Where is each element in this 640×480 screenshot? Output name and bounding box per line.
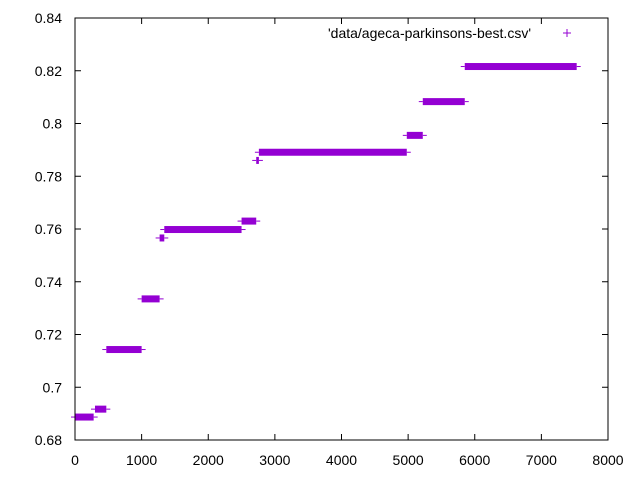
data-run-6 [237, 217, 261, 225]
x-tick-label: 1000 [126, 452, 157, 468]
axis-layer: 0 1000 2000 3000 4000 5000 6000 7000 8000 0.68 0.7… [35, 10, 624, 468]
data-run-band [241, 217, 257, 225]
x-tick-label: 8000 [592, 452, 623, 468]
data-run-band [75, 413, 94, 421]
y-tick-label: 0.76 [35, 221, 62, 237]
data-run-3 [137, 295, 164, 303]
x-tick-label: 7000 [526, 452, 557, 468]
x-tick-label: 4000 [326, 452, 357, 468]
data-run-band [464, 63, 577, 71]
x-tick-label: 3000 [259, 452, 290, 468]
y-tick-label: 0.78 [35, 168, 62, 184]
y-tick-label: 0.84 [35, 10, 62, 26]
data-run-band [258, 148, 407, 156]
y-tick-label: 0.72 [35, 327, 62, 343]
data-run-4 [155, 234, 169, 242]
y-tick-label: 0.68 [35, 432, 62, 448]
data-run-11 [460, 63, 581, 71]
data-run-band [256, 156, 259, 164]
legend: 'data/ageca-parkinsons-best.csv' [328, 25, 571, 41]
data-run-10 [418, 98, 469, 106]
data-run-band [159, 234, 165, 242]
data-run-2 [102, 346, 146, 354]
data-run-band [94, 405, 107, 413]
y-tick-label: 0.8 [43, 116, 63, 132]
data-run-band [106, 346, 142, 354]
data-run-band [406, 131, 423, 139]
x-tick-label: 6000 [459, 452, 490, 468]
data-run-band [164, 226, 242, 234]
data-run-0 [71, 413, 98, 421]
data-run-band [422, 98, 465, 106]
y-tick-label: 0.7 [43, 379, 63, 395]
x-tick-label: 2000 [193, 452, 224, 468]
y-tick-label: 0.74 [35, 274, 62, 290]
data-run-8 [254, 148, 411, 156]
legend-label: 'data/ageca-parkinsons-best.csv' [328, 25, 531, 41]
data-run-band [141, 295, 160, 303]
legend-marker [563, 29, 571, 37]
data-run-9 [402, 131, 427, 139]
y-tick-label: 0.82 [35, 63, 62, 79]
x-tick-label: 5000 [393, 452, 424, 468]
data-layer [71, 63, 581, 421]
x-tick-label: 0 [71, 452, 79, 468]
data-run-5 [160, 226, 246, 234]
data-run-1 [90, 405, 111, 413]
data-run-7 [252, 156, 263, 164]
